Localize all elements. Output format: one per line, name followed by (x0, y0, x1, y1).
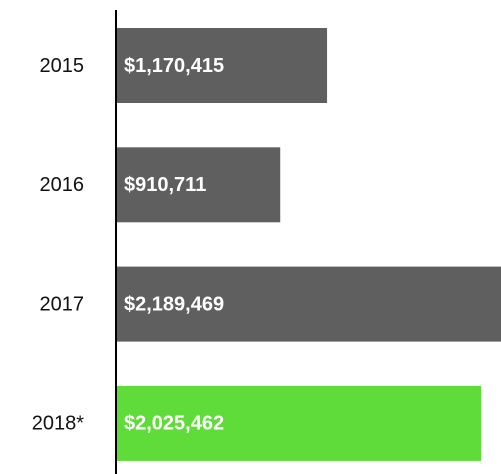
value-label: $910,711 (124, 174, 206, 196)
value-label: $2,025,462 (124, 413, 224, 435)
bar (116, 385, 482, 461)
bar (116, 147, 281, 223)
category-label: 2016 (40, 174, 85, 196)
category-label: 2017 (40, 293, 85, 315)
category-label: 2015 (40, 55, 85, 77)
category-label: 2018* (32, 413, 84, 435)
value-label: $2,189,469 (124, 293, 224, 315)
value-label: $1,170,415 (124, 55, 224, 77)
bar (116, 266, 501, 342)
bar (116, 28, 328, 103)
